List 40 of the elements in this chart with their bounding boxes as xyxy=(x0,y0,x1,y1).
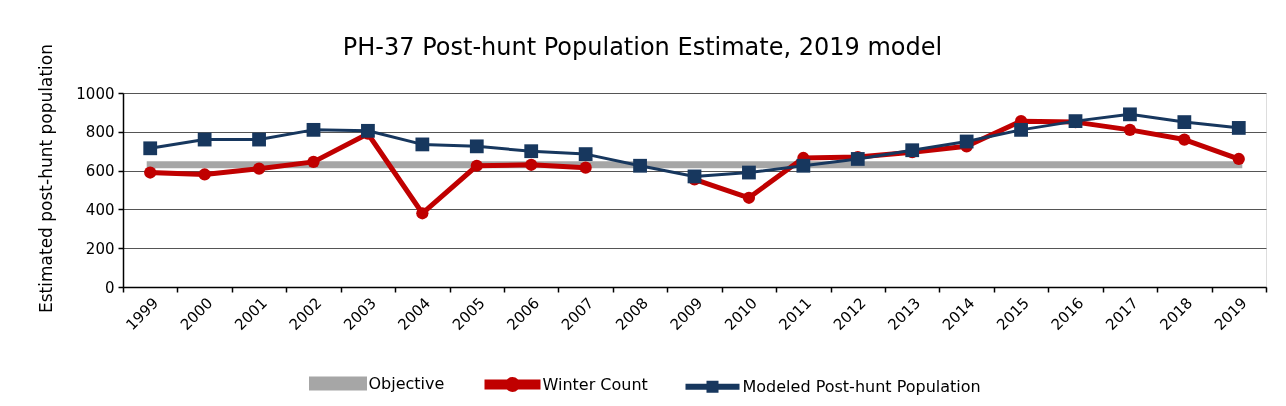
point xyxy=(252,162,266,175)
point xyxy=(143,141,158,156)
point xyxy=(470,159,483,172)
y-tick-label: 600 xyxy=(85,162,115,181)
legend-label: Modeled Post-hunt Population xyxy=(742,376,981,396)
point xyxy=(524,144,539,159)
point xyxy=(469,139,484,154)
y-tick-label: 800 xyxy=(85,123,115,142)
point xyxy=(306,122,321,137)
y-tick-label: 1000 xyxy=(76,84,115,103)
legend-label: Objective xyxy=(368,373,445,393)
point xyxy=(307,155,320,168)
point xyxy=(415,137,430,152)
y-tick-label: 200 xyxy=(85,239,115,258)
y-axis-title: Estimated post-hunt population xyxy=(35,44,56,313)
point xyxy=(1123,123,1137,136)
y-tick-label: 0 xyxy=(104,278,115,297)
point xyxy=(633,158,647,173)
point xyxy=(1178,133,1191,146)
point xyxy=(742,191,756,204)
point xyxy=(144,166,157,179)
point xyxy=(1123,107,1137,122)
point xyxy=(1014,122,1028,137)
chart-title: PH-37 Post-hunt Population Estimate, 2019 model xyxy=(342,32,943,61)
y-tick-label: 400 xyxy=(85,200,115,219)
point xyxy=(361,123,375,138)
point xyxy=(197,132,212,147)
point xyxy=(525,158,538,171)
point xyxy=(1177,115,1192,129)
point xyxy=(959,134,974,149)
point xyxy=(742,165,756,180)
point xyxy=(198,168,211,181)
point xyxy=(252,132,266,147)
point xyxy=(1232,152,1245,166)
point xyxy=(416,207,429,220)
point xyxy=(1231,121,1246,135)
legend-label: Winter Count xyxy=(542,374,648,394)
point xyxy=(796,158,811,173)
point xyxy=(578,147,593,161)
point xyxy=(579,161,592,174)
